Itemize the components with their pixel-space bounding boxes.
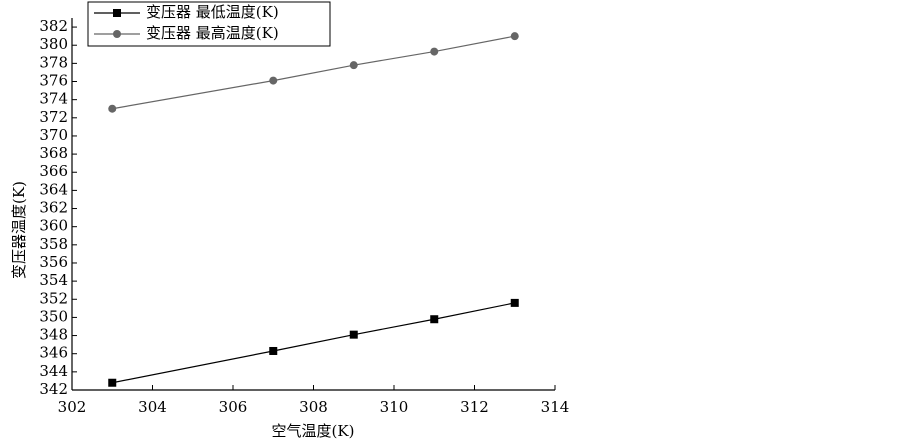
marker: [349, 330, 358, 339]
y-tick-label: 352: [39, 289, 68, 307]
x-tick-label: 306: [219, 398, 248, 416]
marker: [108, 378, 117, 387]
x-tick-label: 310: [380, 398, 409, 416]
legend-label: 变压器 最低温度(K): [146, 3, 279, 21]
y-tick-label: 344: [39, 362, 68, 380]
x-tick-label: 312: [460, 398, 489, 416]
series-line: [112, 35, 515, 110]
legend-box: [87, 1, 331, 47]
y-tick-label: 348: [39, 326, 68, 344]
y-tick-label: 342: [39, 380, 68, 398]
marker: [113, 9, 121, 17]
y-tick-label: 376: [39, 72, 68, 90]
y-tick-label: 368: [39, 144, 68, 162]
legend-label: 变压器 最高温度(K): [146, 24, 279, 42]
marker: [510, 298, 519, 307]
marker: [108, 104, 117, 113]
y-tick-label: 356: [39, 253, 68, 271]
marker: [430, 47, 439, 56]
x-tick-label: 304: [138, 398, 167, 416]
y-tick-label: 374: [39, 90, 68, 108]
y-tick-label: 372: [39, 108, 68, 126]
y-tick-label: 362: [39, 199, 68, 217]
y-tick-label: 360: [39, 217, 68, 235]
marker: [113, 30, 121, 38]
y-axis-label: 变压器温度(K): [10, 181, 28, 279]
y-tick-label: 364: [39, 180, 68, 198]
y-tick-label: 350: [39, 307, 68, 325]
marker: [269, 76, 278, 85]
x-tick-label: 308: [299, 398, 328, 416]
marker: [349, 61, 358, 70]
y-tick-label: 354: [39, 271, 68, 289]
y-tick-label: 366: [39, 162, 68, 180]
y-tick-label: 358: [39, 235, 68, 253]
y-tick-label: 378: [39, 53, 68, 71]
y-tick-label: 370: [39, 126, 68, 144]
y-tick-label: 382: [39, 17, 68, 35]
marker: [430, 315, 439, 324]
x-tick-label: 314: [541, 398, 570, 416]
y-tick-label: 346: [39, 344, 68, 362]
series-line: [112, 302, 515, 384]
y-tick-label: 380: [39, 35, 68, 53]
x-tick-label: 302: [58, 398, 87, 416]
marker: [269, 346, 278, 355]
marker: [510, 32, 519, 41]
x-axis-label: 空气温度(K): [272, 422, 355, 440]
